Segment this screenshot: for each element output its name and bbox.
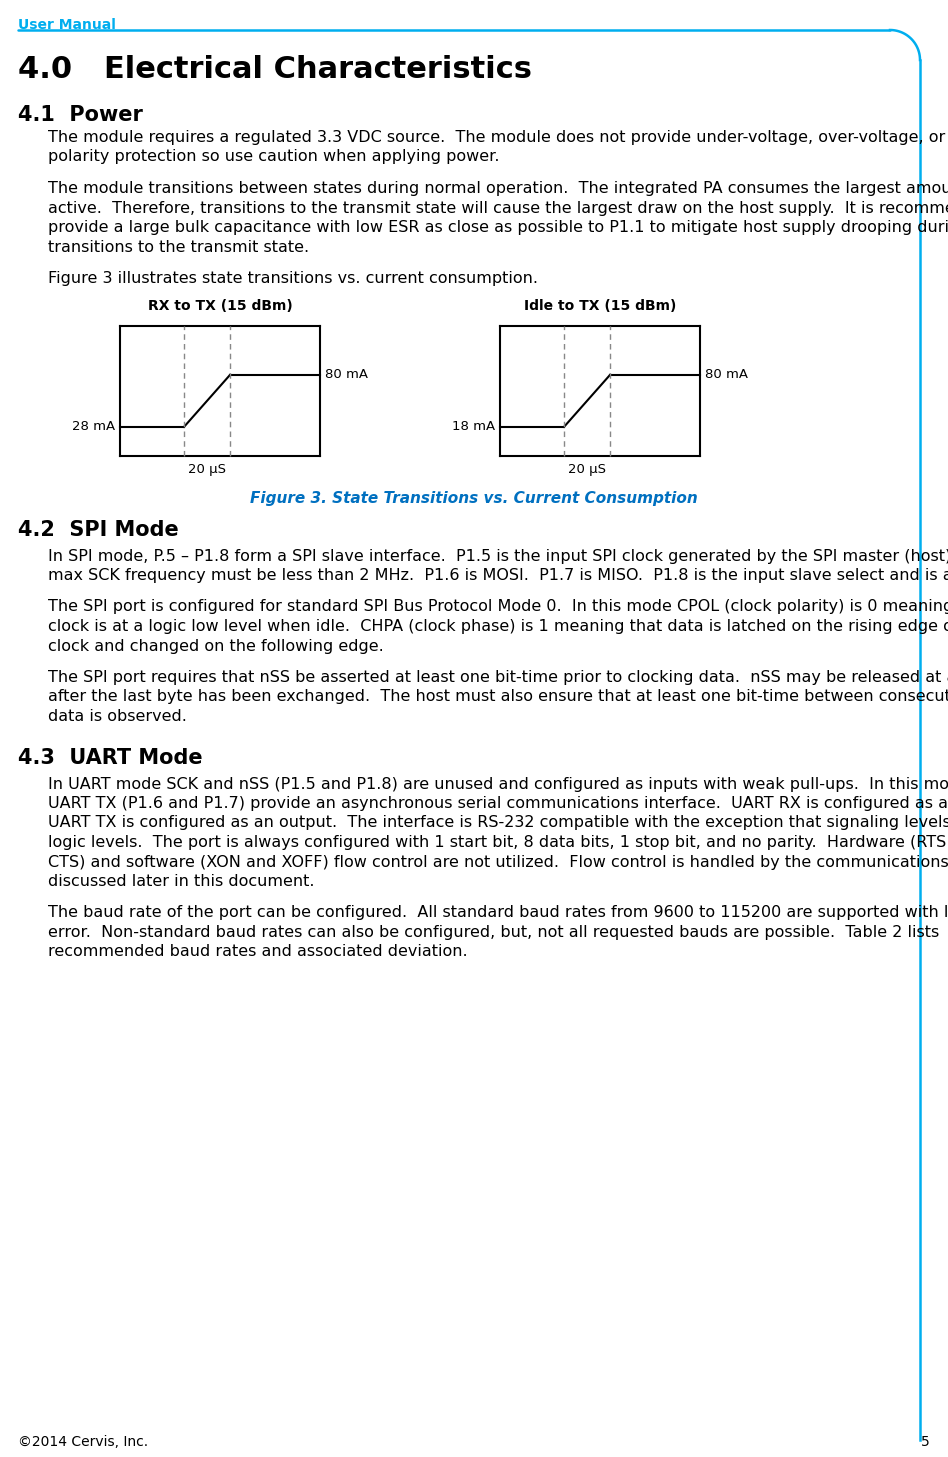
Text: The SPI port is configured for standard SPI Bus Protocol Mode 0.  In this mode C: The SPI port is configured for standard … (48, 599, 948, 615)
Text: The SPI port requires that nSS be asserted at least one bit-time prior to clocki: The SPI port requires that nSS be assert… (48, 670, 948, 685)
Text: 5: 5 (921, 1435, 930, 1450)
Text: 4.1  Power: 4.1 Power (18, 105, 143, 125)
Text: 4.3  UART Mode: 4.3 UART Mode (18, 749, 203, 768)
Text: RX to TX (15 dBm): RX to TX (15 dBm) (148, 300, 292, 313)
Text: UART TX is configured as an output.  The interface is RS-232 compatible with the: UART TX is configured as an output. The … (48, 816, 948, 830)
Text: 4.2  SPI Mode: 4.2 SPI Mode (18, 520, 179, 541)
Text: Figure 3 illustrates state transitions vs. current consumption.: Figure 3 illustrates state transitions v… (48, 271, 538, 286)
Text: Idle to TX (15 dBm): Idle to TX (15 dBm) (524, 300, 676, 313)
Text: max SCK frequency must be less than 2 MHz.  P1.6 is MOSI.  P1.7 is MISO.  P1.8 i: max SCK frequency must be less than 2 MH… (48, 568, 948, 583)
Text: error.  Non-standard baud rates can also be configured, but, not all requested b: error. Non-standard baud rates can also … (48, 925, 939, 940)
Text: 4.0   Electrical Characteristics: 4.0 Electrical Characteristics (18, 55, 532, 85)
Text: ©2014 Cervis, Inc.: ©2014 Cervis, Inc. (18, 1435, 148, 1450)
Text: 20 μS: 20 μS (188, 463, 226, 476)
Text: 80 mA: 80 mA (325, 369, 368, 382)
Text: User Manual: User Manual (18, 17, 116, 32)
Text: UART TX (P1.6 and P1.7) provide an asynchronous serial communications interface.: UART TX (P1.6 and P1.7) provide an async… (48, 796, 948, 812)
Text: discussed later in this document.: discussed later in this document. (48, 874, 315, 889)
Text: Figure 3. State Transitions vs. Current Consumption: Figure 3. State Transitions vs. Current … (250, 491, 698, 506)
Text: after the last byte has been exchanged.  The host must also ensure that at least: after the last byte has been exchanged. … (48, 689, 948, 705)
Text: data is observed.: data is observed. (48, 710, 187, 724)
Text: 20 μS: 20 μS (568, 463, 606, 476)
Text: transitions to the transmit state.: transitions to the transmit state. (48, 239, 309, 255)
Text: 18 mA: 18 mA (452, 421, 495, 433)
Text: recommended baud rates and associated deviation.: recommended baud rates and associated de… (48, 944, 467, 960)
Text: polarity protection so use caution when applying power.: polarity protection so use caution when … (48, 150, 500, 165)
Text: The baud rate of the port can be configured.  All standard baud rates from 9600 : The baud rate of the port can be configu… (48, 905, 948, 921)
Text: provide a large bulk capacitance with low ESR as close as possible to P1.1 to mi: provide a large bulk capacitance with lo… (48, 220, 948, 235)
Text: In UART mode SCK and nSS (P1.5 and P1.8) are unused and configured as inputs wit: In UART mode SCK and nSS (P1.5 and P1.8)… (48, 777, 948, 791)
Text: The module requires a regulated 3.3 VDC source.  The module does not provide und: The module requires a regulated 3.3 VDC … (48, 130, 948, 146)
Text: active.  Therefore, transitions to the transmit state will cause the largest dra: active. Therefore, transitions to the tr… (48, 201, 948, 216)
Text: 28 mA: 28 mA (72, 421, 115, 433)
Text: In SPI mode, P.5 – P1.8 form a SPI slave interface.  P1.5 is the input SPI clock: In SPI mode, P.5 – P1.8 form a SPI slave… (48, 548, 948, 564)
Text: CTS) and software (XON and XOFF) flow control are not utilized.  Flow control is: CTS) and software (XON and XOFF) flow co… (48, 854, 948, 870)
Text: clock is at a logic low level when idle.  CHPA (clock phase) is 1 meaning that d: clock is at a logic low level when idle.… (48, 619, 948, 634)
Text: The module transitions between states during normal operation.  The integrated P: The module transitions between states du… (48, 181, 948, 197)
Text: 80 mA: 80 mA (705, 369, 748, 382)
Text: logic levels.  The port is always configured with 1 start bit, 8 data bits, 1 st: logic levels. The port is always configu… (48, 835, 948, 849)
Text: clock and changed on the following edge.: clock and changed on the following edge. (48, 638, 384, 654)
